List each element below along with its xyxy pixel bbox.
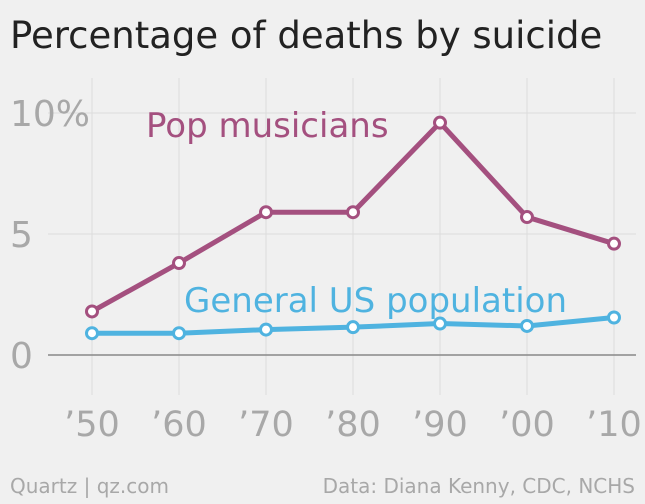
- data-point: [520, 210, 534, 225]
- footer-source: Data: Diana Kenny, CDC, NCHS: [322, 474, 635, 498]
- data-point: [259, 205, 273, 220]
- data-point: [520, 318, 534, 333]
- y-tick-label: 0: [10, 336, 33, 377]
- data-point: [607, 236, 621, 251]
- data-point: [172, 326, 186, 341]
- series-label: Pop musicians: [146, 106, 389, 146]
- x-tick-label: ’80: [325, 405, 381, 445]
- data-point: [346, 205, 360, 220]
- x-tick-label: ’10: [586, 405, 642, 445]
- x-tick-label: ’50: [64, 405, 120, 445]
- y-tick-label: 5: [10, 215, 33, 256]
- x-tick-label: ’60: [151, 405, 207, 445]
- x-tick-label: ’90: [412, 405, 468, 445]
- data-point: [85, 326, 99, 341]
- x-tick-label: ’00: [499, 405, 555, 445]
- y-tick-label: 10%: [10, 94, 90, 135]
- footer-brand: Quartz | qz.com: [10, 474, 169, 498]
- chart-title: Percentage of deaths by suicide: [10, 14, 603, 57]
- grid-layer: [48, 78, 636, 395]
- x-tick-label: ’70: [238, 405, 294, 445]
- data-point: [433, 115, 447, 130]
- data-point: [346, 320, 360, 335]
- data-point: [433, 316, 447, 331]
- axis-layer: 0 5 10% ’50 ’60 ’70 ’80 ’90 ’00 ’10: [10, 94, 642, 445]
- data-point: [85, 304, 99, 319]
- data-point: [607, 310, 621, 325]
- series-layer: [85, 115, 621, 341]
- series-label: General US population: [184, 281, 567, 321]
- label-layer: Pop musicians General US population: [146, 106, 567, 321]
- data-point: [172, 256, 186, 271]
- data-point: [259, 322, 273, 337]
